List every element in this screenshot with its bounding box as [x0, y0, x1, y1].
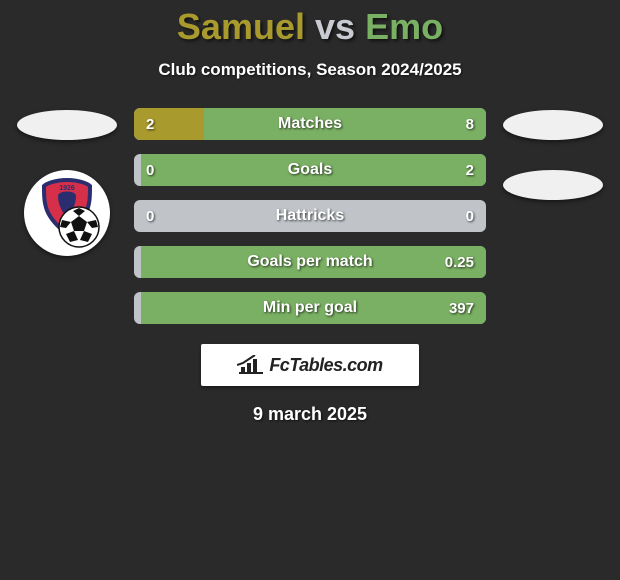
- source-logo[interactable]: FcTables.com: [201, 344, 419, 386]
- stat-row: Goals per match0.25: [134, 246, 486, 278]
- stat-label: Hattricks: [134, 200, 486, 232]
- title-vs: vs: [315, 6, 355, 47]
- stat-value-right: 0: [466, 200, 474, 232]
- title-player2: Emo: [365, 6, 443, 47]
- stat-row: 0Goals2: [134, 154, 486, 186]
- stat-row: 2Matches8: [134, 108, 486, 140]
- player1-club-badge: 1926: [24, 170, 110, 256]
- bar-chart-icon: [237, 355, 263, 375]
- svg-text:1926: 1926: [59, 185, 75, 192]
- stat-value-right: 0.25: [445, 246, 474, 278]
- title-player1: Samuel: [177, 6, 305, 47]
- left-column: 1926: [12, 108, 122, 256]
- stat-label: Matches: [134, 108, 486, 140]
- date-label: 9 march 2025: [0, 404, 620, 425]
- stat-label: Goals per match: [134, 246, 486, 278]
- stats-panel: 2Matches80Goals20Hattricks0Goals per mat…: [134, 108, 486, 324]
- stat-label: Min per goal: [134, 292, 486, 324]
- soccer-ball-icon: [58, 206, 100, 248]
- stat-value-right: 2: [466, 154, 474, 186]
- player2-avatar-placeholder: [503, 110, 603, 140]
- stat-row: 0Hattricks0: [134, 200, 486, 232]
- stat-value-right: 8: [466, 108, 474, 140]
- player2-club-placeholder: [503, 170, 603, 200]
- stat-value-right: 397: [449, 292, 474, 324]
- right-column: [498, 108, 608, 200]
- stat-label: Goals: [134, 154, 486, 186]
- source-logo-text: FcTables.com: [269, 355, 382, 376]
- stat-row: Min per goal397: [134, 292, 486, 324]
- subtitle: Club competitions, Season 2024/2025: [0, 60, 620, 80]
- player1-avatar-placeholder: [17, 110, 117, 140]
